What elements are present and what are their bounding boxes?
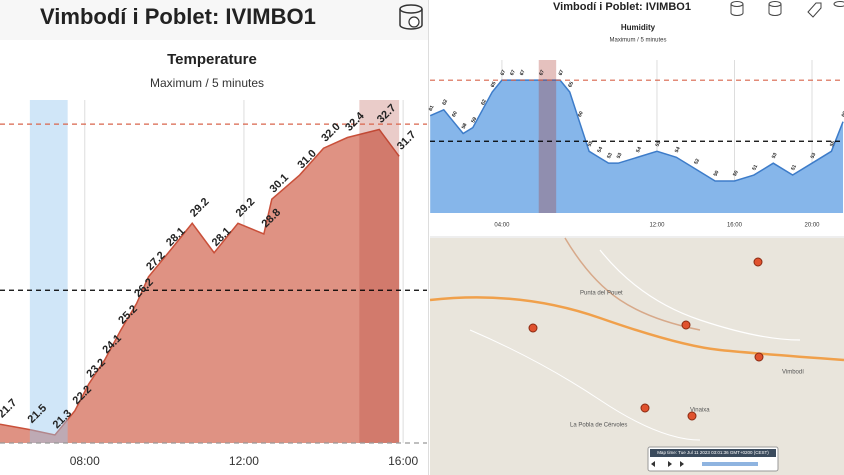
data-label: 59 [470,116,478,124]
time-slider[interactable] [702,462,758,466]
data-label: 65 [567,81,575,89]
data-label: 67 [558,69,566,77]
data-label: 60 [577,110,585,118]
x-tick-label: 12:00 [229,454,259,468]
road [599,249,801,341]
x-tick-label: 12:00 [649,223,665,229]
data-label: 51 [751,164,759,172]
line [429,79,844,182]
data-label: 62 [480,98,488,106]
data-label: 58 [461,122,469,130]
data-label: 53 [810,152,818,160]
data-label: 53 [606,152,614,160]
chart-subtitle: Maximum / 5 minutes [150,76,264,90]
road [564,237,701,331]
data-label: 67 [538,69,546,77]
data-label: 67 [499,69,507,77]
data-label: 61 [428,104,436,112]
data-label: 62 [441,98,449,106]
map-time: Map time: Tue Jul 11 2023 03:01:36 GMT+0… [657,450,769,455]
place-label: Vinaixa [690,408,710,414]
x-tick-label: 16:00 [388,454,418,468]
highlight-band [29,100,68,443]
data-label: 52 [693,158,701,166]
highlight-band [538,60,557,213]
right-header-title: Vimbodí i Poblet: IVIMBO1 [553,1,691,13]
data-label: 54 [635,146,643,154]
header-title: Vimbodí i Poblet: IVIMBO1 [40,4,316,29]
left-header-bar [0,0,428,40]
data-label: 65 [490,81,498,89]
data-label: 55 [829,140,837,148]
map-background [430,238,844,475]
data-label: 60 [451,110,459,118]
road [429,296,844,362]
chart-subtitle: Maximum / 5 minutes [609,38,666,44]
map-time-bar [650,449,776,457]
data-label: 54 [674,146,682,154]
place-label: Vimbodí [782,370,804,376]
x-tick-label: 08:00 [70,454,100,468]
data-label: 55 [655,140,663,148]
data-label: 60 [841,110,844,118]
playback-controls[interactable] [651,461,684,467]
x-tick-label: 04:00 [494,223,510,229]
x-tick-label: 16:00 [727,223,743,229]
line [0,128,400,436]
data-label: 53 [771,152,779,160]
area [0,129,400,443]
data-label: 53 [616,152,624,160]
data-label: 67 [519,69,527,77]
x-tick-label: 20:00 [805,223,821,229]
data-label: 55 [587,140,595,148]
highlight-band [359,100,400,443]
toolbar-icons[interactable] [730,1,844,18]
place-label: Punta del Pouet [580,291,623,297]
chart-title: Temperature [167,51,257,68]
data-label: 50 [732,170,740,178]
road [469,329,701,441]
place-label: La Pobla de Cérvoles [570,423,627,429]
data-label: 51 [790,164,798,172]
db-icon[interactable] [399,4,423,30]
chart-title: Humidity [621,23,656,32]
station-markers[interactable] [528,257,764,421]
data-label: 67 [509,69,517,77]
data-label: 50 [713,170,721,178]
map[interactable]: Punta del Pouet La Pobla de Cérvoles Vin… [429,237,844,475]
chart: Humidity Maximum / 5 minutes 04:00 12:00 16:… [428,23,844,229]
data-label: 54 [596,146,604,154]
